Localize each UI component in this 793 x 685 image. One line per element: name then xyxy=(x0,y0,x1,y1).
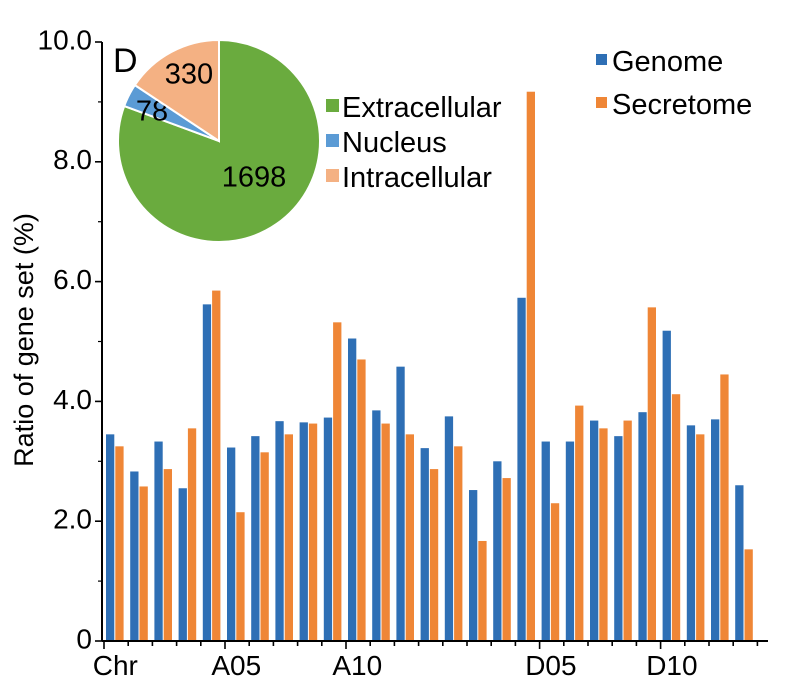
x-axis: Chr A05 A10 D05 D10 xyxy=(93,640,768,681)
legend-label-genome: Genome xyxy=(612,46,723,78)
bar-secretome xyxy=(381,423,390,641)
pie-legend-label-nucleus: Nucleus xyxy=(342,127,447,159)
y-tick-label: 4.0 xyxy=(53,384,92,415)
bar-secretome xyxy=(478,540,487,641)
bar-secretome xyxy=(623,420,632,641)
pie-value-extracellular: 1698 xyxy=(222,162,287,194)
bar-genome xyxy=(372,410,381,641)
bar-secretome xyxy=(115,446,124,641)
bar-genome xyxy=(469,490,478,641)
x-tick-label: D10 xyxy=(646,650,697,681)
panel-label: D xyxy=(113,42,138,80)
bar-secretome xyxy=(575,405,584,641)
bar-genome xyxy=(444,416,454,641)
bar-secretome xyxy=(236,512,245,641)
bar-genome xyxy=(735,485,744,641)
bar-secretome xyxy=(163,469,172,641)
bar-secretome xyxy=(696,434,705,641)
x-tick-label: D05 xyxy=(525,650,576,681)
y-tick-label: 10.0 xyxy=(38,24,93,55)
bar-secretome xyxy=(502,478,511,641)
y-axis: 0 2.0 4.0 6.0 8.0 10.0 xyxy=(38,24,103,654)
bar-genome xyxy=(541,441,550,641)
bar-secretome xyxy=(284,434,293,641)
bar-secretome xyxy=(720,374,729,641)
y-axis-title: Ratio of gene set (%) xyxy=(9,213,39,467)
y-tick-label: 8.0 xyxy=(53,144,92,175)
x-tick-label: A05 xyxy=(211,650,261,681)
y-tick-label: 0 xyxy=(76,623,92,654)
bar-genome xyxy=(590,420,599,641)
legend-label-secretome: Secretome xyxy=(612,89,752,121)
bar-secretome xyxy=(647,307,656,641)
bar-genome xyxy=(711,419,720,641)
pie-value-intracellular: 330 xyxy=(165,59,213,91)
bar-genome xyxy=(614,436,623,641)
bar-genome xyxy=(638,412,647,641)
bar-genome xyxy=(178,488,187,641)
bar-genome xyxy=(275,421,284,641)
legend-swatch-genome xyxy=(596,54,607,65)
x-tick-label: A10 xyxy=(332,650,382,681)
x-tick-label: Chr xyxy=(93,650,138,681)
bar-secretome xyxy=(671,394,681,641)
bar-secretome xyxy=(526,91,535,642)
bar-genome xyxy=(227,447,236,641)
pie-slice-intracellular xyxy=(133,38,220,143)
bar-secretome xyxy=(744,549,753,641)
bar-genome xyxy=(662,330,671,641)
y-tick-label: 6.0 xyxy=(53,264,92,295)
bar-secretome xyxy=(212,290,221,641)
pie-legend-swatch-extracellular xyxy=(326,99,339,112)
bar-genome xyxy=(348,338,357,641)
bar-genome xyxy=(323,417,333,641)
bar-genome xyxy=(565,441,575,641)
bar-secretome xyxy=(550,503,560,641)
bar-secretome xyxy=(260,452,269,641)
bar-secretome xyxy=(333,322,342,641)
bar-genome xyxy=(517,297,526,641)
bar-genome xyxy=(420,448,429,641)
bars xyxy=(106,91,753,642)
bar-genome xyxy=(299,422,308,641)
bar-secretome xyxy=(405,434,414,641)
pie-legend-swatch-intracellular xyxy=(326,169,339,182)
bar-genome xyxy=(202,304,212,641)
legend-swatch-secretome xyxy=(596,97,607,108)
pie-legend-swatch-nucleus xyxy=(326,134,339,147)
bar-genome xyxy=(154,441,163,641)
y-tick-label: 2.0 xyxy=(53,504,92,535)
bar-secretome xyxy=(357,359,366,641)
pie-legend-label-extracellular: Extracellular xyxy=(342,92,502,124)
bar-genome xyxy=(493,461,502,641)
bar-secretome xyxy=(599,428,608,641)
bar-genome xyxy=(251,436,260,641)
bar-genome xyxy=(106,434,115,641)
bar-secretome xyxy=(308,423,318,641)
bar-secretome xyxy=(454,446,463,641)
bar-genome xyxy=(686,425,696,641)
bar-secretome xyxy=(139,486,148,641)
bar-secretome xyxy=(187,428,197,641)
bar-genome xyxy=(130,471,139,641)
bar-secretome xyxy=(429,469,439,641)
legend: Genome Secretome xyxy=(596,46,752,121)
pie-legend: Extracellular Nucleus Intracellular xyxy=(326,92,502,194)
pie-legend-label-intracellular: Intracellular xyxy=(342,162,492,194)
bar-genome xyxy=(396,366,405,641)
